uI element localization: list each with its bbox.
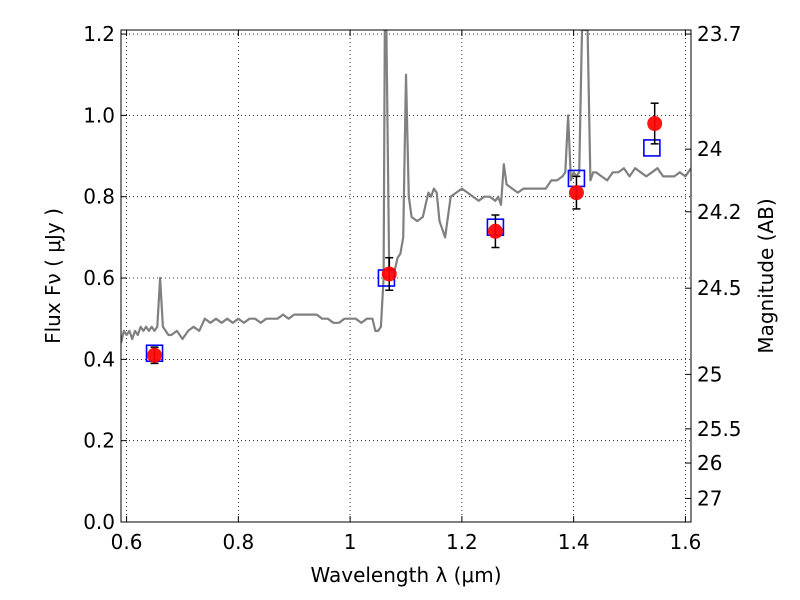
axis-ticks bbox=[121, 30, 691, 523]
x-tick-label: 1 bbox=[344, 530, 357, 554]
y2-tick-label: 26 bbox=[697, 451, 722, 475]
x-tick-label: 0.6 bbox=[111, 530, 143, 554]
observed-flux-point bbox=[147, 347, 163, 363]
y-tick-label: 0.8 bbox=[83, 185, 115, 209]
x-tick-label: 0.8 bbox=[222, 530, 254, 554]
observed-flux-point bbox=[647, 116, 663, 132]
y2-tick-label: 24 bbox=[697, 137, 722, 161]
y-axis-label: Flux Fν ( μJy ) bbox=[41, 208, 65, 344]
observed-flux-point bbox=[487, 223, 503, 239]
y2-tick-label: 24.5 bbox=[697, 276, 742, 300]
y2-tick-label: 24.2 bbox=[697, 200, 742, 224]
x-tick-label: 1.4 bbox=[558, 530, 590, 554]
axis-tick-labels: 0.6 0.8 1 1.2 1.4 1.6 0.0 0.2 0.4 0.6 0.8 1.0 1.2 23.… bbox=[83, 22, 741, 554]
observed-flux-point bbox=[568, 185, 584, 201]
plot-frame bbox=[120, 29, 692, 523]
y-tick-label: 0.6 bbox=[83, 266, 115, 290]
y2-tick-label: 23.7 bbox=[697, 22, 742, 46]
y-tick-label: 0.0 bbox=[83, 510, 115, 534]
y2-tick-label: 25.5 bbox=[697, 417, 742, 441]
observed-flux-point bbox=[381, 266, 397, 282]
y-tick-label: 0.2 bbox=[83, 429, 115, 453]
y2-tick-label: 25 bbox=[697, 362, 722, 386]
y2-axis-label: Magnitude (AB) bbox=[754, 198, 778, 353]
spectrum-layer bbox=[121, 30, 691, 344]
x-tick-label: 1.2 bbox=[446, 530, 478, 554]
x-axis-label: Wavelength λ (μm) bbox=[310, 563, 501, 587]
photometry-markers bbox=[145, 102, 663, 365]
y-tick-label: 1.2 bbox=[83, 22, 115, 46]
spectrum-line bbox=[121, 30, 691, 344]
y2-tick-label: 27 bbox=[697, 486, 722, 510]
y-tick-label: 0.4 bbox=[83, 347, 115, 371]
x-tick-label: 1.6 bbox=[670, 530, 702, 554]
y-tick-label: 1.0 bbox=[83, 103, 115, 127]
model-square-marker bbox=[643, 139, 661, 157]
